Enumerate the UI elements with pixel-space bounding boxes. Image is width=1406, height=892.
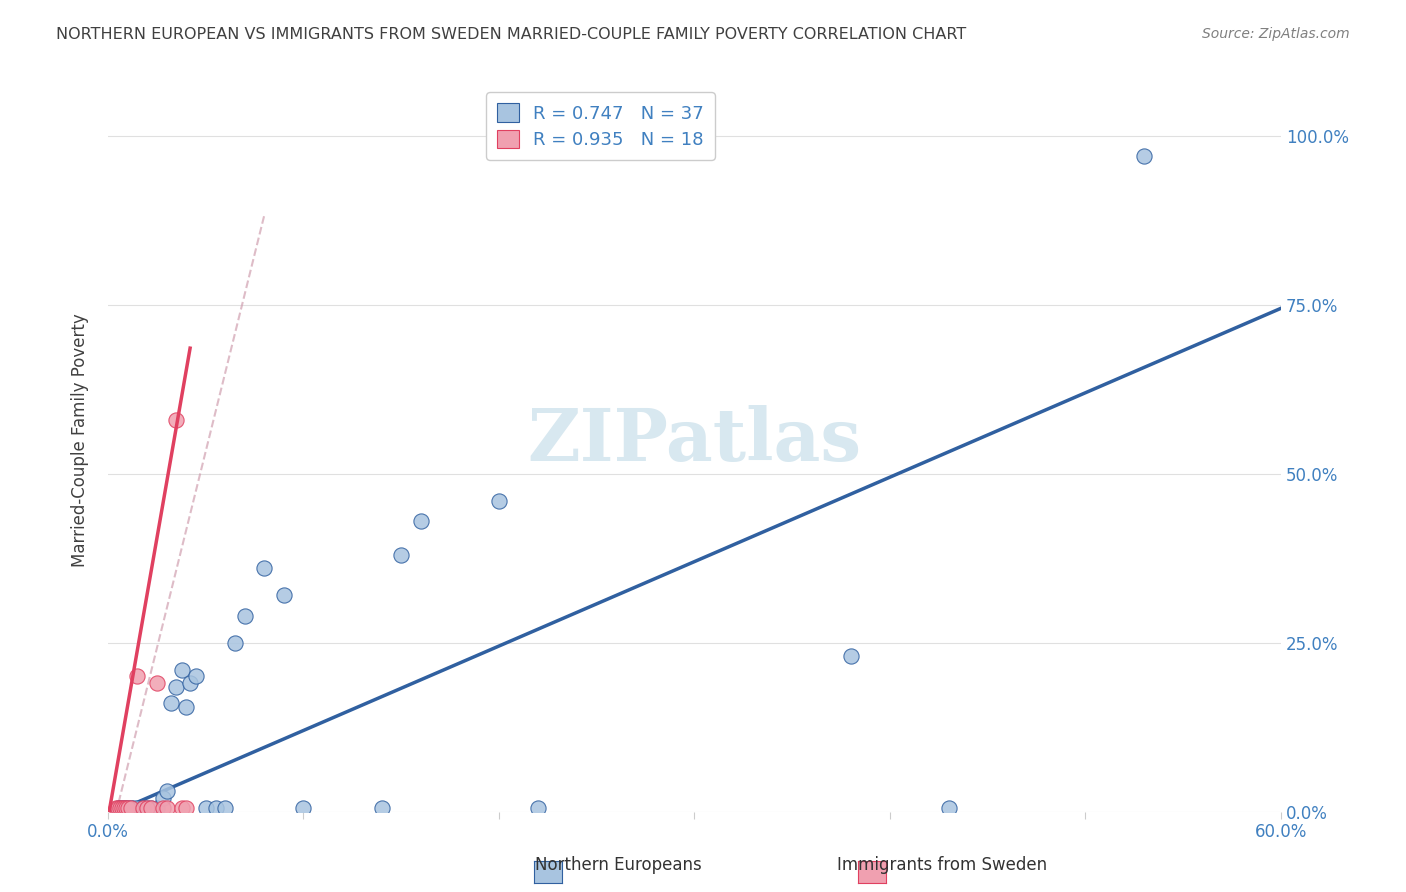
Point [172,663,194,677]
Point [172,801,194,815]
Point [204,801,226,815]
Point [152,791,174,805]
Point [132,801,155,815]
Point [156,801,179,815]
Point [156,784,179,798]
Text: NORTHERN EUROPEAN VS IMMIGRANTS FROM SWEDEN MARRIED-COUPLE FAMILY POVERTY CORREL: NORTHERN EUROPEAN VS IMMIGRANTS FROM SWE… [56,27,966,42]
Point [120,801,142,815]
Point [117,801,139,815]
Point [839,649,862,664]
Point [107,801,129,815]
Point [184,669,207,683]
Point [136,801,159,815]
Point [488,493,510,508]
Point [120,801,142,815]
Legend: R = 0.747   N = 37, R = 0.935   N = 18: R = 0.747 N = 37, R = 0.935 N = 18 [486,93,714,160]
Point [132,801,155,815]
Point [389,548,412,562]
Point [409,514,432,528]
Text: ZIPatlas: ZIPatlas [527,404,862,475]
Point [179,676,201,690]
Point [108,801,131,815]
Point [159,697,181,711]
Y-axis label: Married-Couple Family Poverty: Married-Couple Family Poverty [72,313,89,567]
Point [174,699,197,714]
Point [111,801,134,815]
Point [139,801,162,815]
Point [108,801,131,815]
Point [104,801,127,815]
Point [112,801,135,815]
Point [136,801,159,815]
Point [127,801,149,815]
Point [122,801,145,815]
Point [112,801,135,815]
Point [127,669,149,683]
Point [1133,149,1156,163]
Point [146,676,169,690]
Point [233,608,256,623]
Text: Immigrants from Sweden: Immigrants from Sweden [837,856,1047,874]
Point [107,801,129,815]
Point [111,801,134,815]
Point [224,635,246,649]
Point [146,801,169,815]
Point [370,801,392,815]
Point [253,561,276,575]
Point [152,801,174,815]
Text: Northern Europeans: Northern Europeans [536,856,702,874]
Point [273,588,295,602]
Point [114,801,136,815]
Point [117,801,139,815]
Point [292,801,315,815]
Text: Source: ZipAtlas.com: Source: ZipAtlas.com [1202,27,1350,41]
Point [165,680,187,694]
Point [194,801,217,815]
Point [214,801,236,815]
Point [938,801,960,815]
Point [527,801,550,815]
Point [174,801,197,815]
Point [165,413,187,427]
Point [114,801,136,815]
Point [139,801,162,815]
